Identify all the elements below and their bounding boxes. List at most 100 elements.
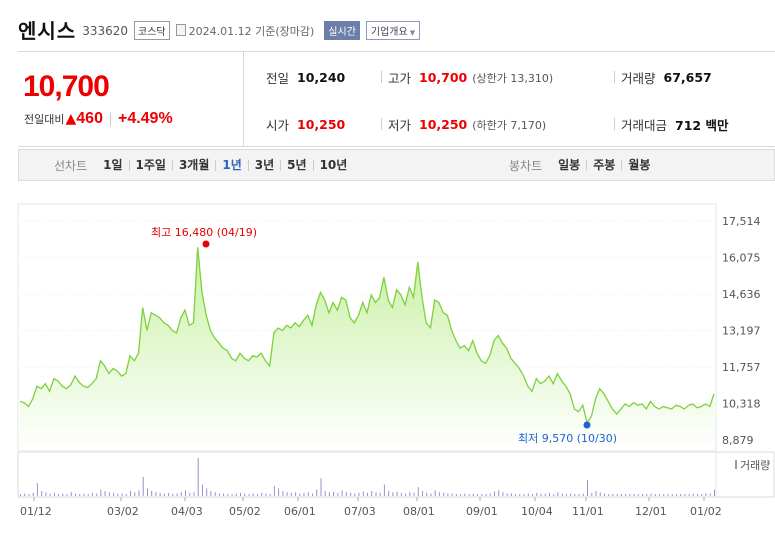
volume-bar xyxy=(422,490,423,496)
volume-bar xyxy=(536,492,538,496)
caret-down-icon: ▼ xyxy=(409,28,416,37)
volume-bar xyxy=(337,492,339,496)
volume-bar xyxy=(345,492,347,496)
volume-label: 거래량 xyxy=(621,71,656,86)
high-marker xyxy=(202,240,210,248)
volume-bar xyxy=(163,493,165,496)
volume-bar xyxy=(684,494,686,496)
volume-bar xyxy=(121,493,123,496)
volume-bar xyxy=(58,494,60,496)
market-badge: 코스닥 xyxy=(134,20,170,40)
stock-header: 엔시스 333620 코스닥 2024.01.12 기준(장마감) 실시간 기업… xyxy=(18,14,421,44)
period-tab-2[interactable]: 3개월 xyxy=(173,159,217,171)
volume-bar xyxy=(240,492,241,496)
candle-tab-0[interactable]: 일봉 xyxy=(552,159,588,171)
period-tab-1[interactable]: 1주일 xyxy=(130,159,173,171)
x-tick-label: 05/02 xyxy=(229,505,261,518)
volume-bar xyxy=(138,490,140,496)
volume-bar xyxy=(100,489,102,496)
upper-limit: (상한가 13,310) xyxy=(472,71,554,85)
x-tick-label: 01/02 xyxy=(690,505,722,518)
volume-bar xyxy=(510,493,512,496)
volume-bar xyxy=(396,491,398,496)
volume-bar xyxy=(468,494,470,496)
volume-bar xyxy=(477,494,478,496)
candle-tab-1[interactable]: 주봉 xyxy=(587,159,623,171)
volume-bar xyxy=(202,484,203,496)
realtime-button[interactable]: 실시간 xyxy=(324,20,360,40)
volume-bar xyxy=(354,493,356,496)
volume-bar xyxy=(265,493,267,496)
volume-bar xyxy=(130,490,131,496)
volume-bar xyxy=(667,494,669,496)
volume-bar xyxy=(269,494,271,496)
volume-bar xyxy=(197,458,199,496)
volume-bar xyxy=(637,494,639,496)
volume-bar xyxy=(570,493,572,496)
period-tab-5[interactable]: 5년 xyxy=(281,159,314,171)
volume-bar xyxy=(20,494,21,496)
volume-bar xyxy=(108,492,110,496)
volume-bar xyxy=(443,492,445,496)
volume-bar xyxy=(227,494,229,496)
volume-bar xyxy=(142,477,144,496)
volume-bar xyxy=(206,488,208,496)
candle-tab-2[interactable]: 월봉 xyxy=(628,157,651,172)
period-tab-0[interactable]: 1일 xyxy=(97,159,130,171)
candle-chart-label: 봉차트 xyxy=(509,158,543,173)
volume-bar xyxy=(515,494,517,496)
volume-bar xyxy=(688,494,690,496)
volume-bar xyxy=(257,494,258,496)
stock-code: 333620 xyxy=(82,24,129,38)
volume-bar xyxy=(675,494,677,496)
volume-bar xyxy=(324,490,326,496)
volume-bar xyxy=(185,490,186,496)
volume-bar xyxy=(481,494,483,496)
x-tick-label: 10/04 xyxy=(521,505,553,518)
y-tick-label: 10,318 xyxy=(722,398,761,411)
volume-bar xyxy=(210,490,212,496)
volume-bar xyxy=(172,493,174,496)
volume-bar xyxy=(438,492,440,496)
x-tick-label: 01/12 xyxy=(20,505,52,518)
low-value: 10,250 xyxy=(419,117,468,132)
volume-bar xyxy=(41,490,43,496)
volume-bar xyxy=(113,492,115,496)
low-marker xyxy=(583,421,591,429)
volume-bar xyxy=(273,485,275,496)
volume-bar xyxy=(417,487,419,496)
change-row: 전일대비 ▲ 460 +4.49% xyxy=(24,110,173,128)
current-price: 10,700 xyxy=(23,70,110,103)
company-info-button[interactable]: 기업개요 ▼ xyxy=(365,20,421,40)
volume-bar xyxy=(629,494,631,496)
volume-bar xyxy=(625,494,627,496)
volume-bar xyxy=(578,494,580,496)
x-tick-label: 04/03 xyxy=(171,505,203,518)
volume-bar xyxy=(244,493,246,496)
candle-chart-periods: 일봉 주봉 월봉 xyxy=(552,157,656,172)
volume-bar xyxy=(561,493,563,496)
volume-legend-swatch xyxy=(735,460,737,469)
volume-bar xyxy=(565,494,567,496)
volume-bar xyxy=(62,493,64,496)
volume-bar xyxy=(549,492,550,496)
volume-bar xyxy=(392,492,394,496)
volume-bar xyxy=(117,493,119,496)
volume-bar xyxy=(472,493,474,496)
volume-bar xyxy=(75,493,76,496)
volume-bar xyxy=(587,480,588,496)
volume-bar xyxy=(506,493,508,496)
volume-bar xyxy=(582,493,584,496)
trade-value-stat: 거래대금 712 백만 xyxy=(621,115,728,134)
period-tab-6[interactable]: 10년 xyxy=(319,157,348,172)
x-tick-label: 09/01 xyxy=(466,505,498,518)
volume-bar xyxy=(599,492,601,496)
period-tab-4[interactable]: 3년 xyxy=(249,159,282,171)
volume-bar xyxy=(519,494,521,496)
volume-bar xyxy=(591,492,593,496)
volume-bar xyxy=(434,490,436,496)
document-icon xyxy=(175,24,186,36)
up-triangle-icon: ▲ xyxy=(65,111,77,127)
period-tab-3[interactable]: 1년 xyxy=(216,159,249,171)
volume-bar xyxy=(697,494,699,496)
